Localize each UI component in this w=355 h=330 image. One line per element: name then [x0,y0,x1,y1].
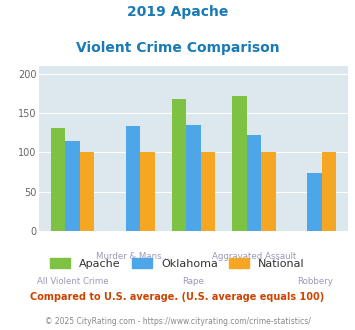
Text: Rape: Rape [182,277,204,286]
Bar [65,142,80,231]
Bar [307,173,322,231]
Text: Robbery: Robbery [297,277,333,286]
Text: Compared to U.S. average. (U.S. average equals 100): Compared to U.S. average. (U.S. average … [31,292,324,302]
Bar [50,128,65,231]
Bar [247,135,261,231]
Text: © 2025 CityRating.com - https://www.cityrating.com/crime-statistics/: © 2025 CityRating.com - https://www.city… [45,317,310,326]
Bar [261,152,276,231]
Text: Murder & Mans...: Murder & Mans... [96,252,170,261]
Text: 2019 Apache: 2019 Apache [127,5,228,19]
Text: Violent Crime Comparison: Violent Crime Comparison [76,41,279,55]
Legend: Apache, Oklahoma, National: Apache, Oklahoma, National [46,253,309,273]
Bar [80,152,94,231]
Bar [172,99,186,231]
Text: All Violent Crime: All Violent Crime [37,277,108,286]
Bar [126,126,140,231]
Bar [140,152,155,231]
Bar [232,96,247,231]
Bar [201,152,215,231]
Text: Aggravated Assault: Aggravated Assault [212,252,296,261]
Bar [186,125,201,231]
Bar [322,152,337,231]
